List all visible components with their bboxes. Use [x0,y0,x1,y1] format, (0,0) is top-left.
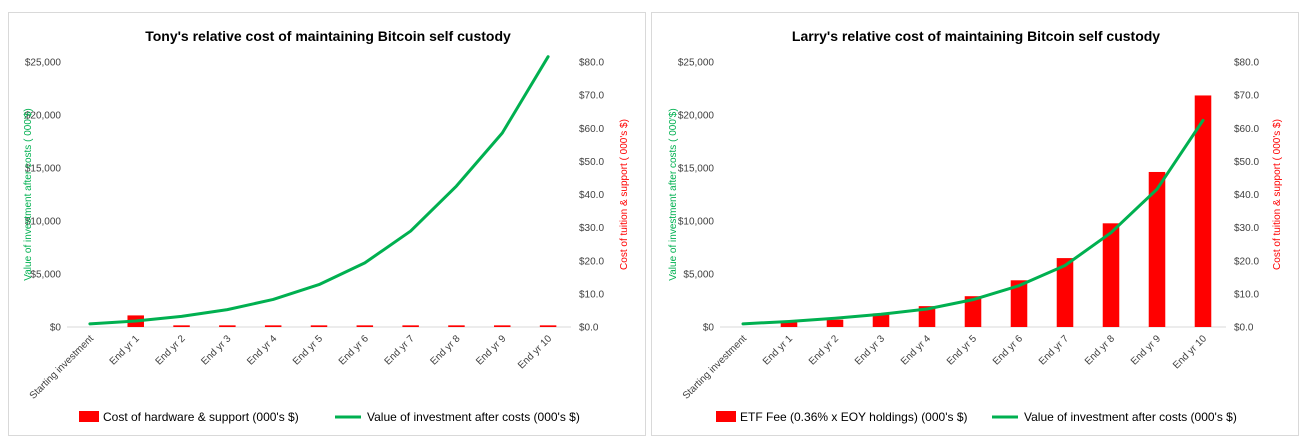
left-axis-tick: $25,000 [25,58,62,69]
left-axis-tick: $15,000 [25,164,62,175]
left-axis-tick: $20,000 [678,111,715,122]
right-axis-tick: $40.0 [1234,190,1259,201]
bar-end-yr-9 [494,325,511,327]
right-axis-tick: $70.0 [1234,91,1259,102]
x-axis-category: Starting investment [28,333,96,401]
x-axis-category: End yr 9 [1129,333,1163,367]
right-axis-tick: $20.0 [579,256,604,267]
chart-panel-larry: Larry's relative cost of maintaining Bit… [651,12,1299,436]
bar-end-yr-5 [964,296,982,327]
x-axis-category: End yr 5 [945,333,979,367]
legend-line-label: Value of investment after costs (000's $… [1024,410,1237,424]
legend-bar-swatch [716,411,736,422]
right-axis-tick: $40.0 [579,190,604,201]
x-axis-category: End yr 7 [1037,333,1071,367]
bar-end-yr-3 [872,313,890,327]
x-axis-category: End yr 8 [428,333,462,367]
chart-title: Larry's relative cost of maintaining Bit… [792,28,1160,44]
chart-larry: Larry's relative cost of maintaining Bit… [668,28,1283,424]
right-axis-tick: $60.0 [1234,124,1259,135]
right-axis-tick: $0.0 [579,323,599,334]
chart-title: Tony's relative cost of maintaining Bitc… [145,28,511,44]
line-series-value [88,55,550,326]
left-axis-tick: $5,000 [30,270,61,281]
left-axis-title: Value of investment after costs ( 000'$) [23,108,34,280]
left-axis-tick: $15,000 [678,164,715,175]
right-axis-tick: $20.0 [1234,256,1259,267]
left-axis-tick: $0 [50,323,62,334]
x-axis-category: End yr 3 [853,333,887,367]
left-axis-tick: $25,000 [678,58,715,69]
left-axis-tick: $20,000 [25,111,62,122]
bar-end-yr-6 [1010,280,1028,327]
bar-end-yr-2 [173,325,190,327]
chart-panel-tony: Tony's relative cost of maintaining Bitc… [8,12,646,436]
bar-end-yr-7 [1056,258,1074,327]
right-axis-tick: $80.0 [579,58,604,69]
chart-tony: Tony's relative cost of maintaining Bitc… [23,28,630,424]
left-axis-tick: $5,000 [683,270,714,281]
x-axis-category: End yr 1 [108,333,142,367]
line-series-value [741,118,1205,326]
x-axis-category: End yr 4 [245,333,279,367]
x-axis-category: End yr 8 [1083,333,1117,367]
bar-end-yr-7 [402,325,419,327]
left-axis-tick: $10,000 [678,217,715,228]
bar-end-yr-8 [448,325,465,327]
right-axis-title: Cost of tuition & support ( 000's $) [1272,119,1283,270]
bar-end-yr-4 [264,325,282,327]
right-axis-tick: $0.0 [1234,323,1254,334]
right-axis-tick: $50.0 [1234,157,1259,168]
right-axis-tick: $10.0 [579,289,604,300]
legend-bar-label: ETF Fee (0.36% x EOY holdings) (000's $) [740,410,968,424]
legend-line-label: Value of investment after costs (000's $… [367,410,580,424]
x-axis-category: End yr 2 [154,333,188,367]
x-axis-category: End yr 2 [807,333,841,367]
bar-end-yr-10 [539,325,557,327]
left-axis-tick: $10,000 [25,217,62,228]
x-axis-category: End yr 5 [291,333,325,367]
x-axis-category: End yr 9 [474,333,508,367]
bar-end-yr-8 [1102,223,1120,327]
right-axis-tick: $10.0 [1234,289,1259,300]
bar-end-yr-10 [1194,95,1212,327]
bar-end-yr-6 [356,325,374,327]
right-axis-tick: $50.0 [579,157,604,168]
right-axis-tick: $60.0 [579,124,604,135]
bar-end-yr-4 [918,306,936,327]
x-axis-category: End yr 3 [199,333,233,367]
x-axis-category: End yr 6 [337,333,371,367]
legend-bar-swatch [79,411,99,422]
x-axis-category: End yr 7 [383,333,417,367]
x-axis-category: End yr 10 [1171,333,1209,371]
bar-end-yr-2 [826,319,844,327]
legend-bar-label: Cost of hardware & support (000's $) [103,410,299,424]
x-axis-category: Starting investment [681,333,749,401]
bar-end-yr-5 [310,325,328,327]
left-axis-tick: $0 [703,323,715,334]
right-axis-title: Cost of tuition & support ( 000's $) [619,119,630,270]
right-axis-tick: $70.0 [579,91,604,102]
right-axis-tick: $80.0 [1234,58,1259,69]
x-axis-category: End yr 10 [516,333,554,371]
bar-end-yr-1 [780,322,798,327]
right-axis-tick: $30.0 [1234,223,1259,234]
x-axis-category: End yr 1 [761,333,795,367]
bar-end-yr-9 [1148,171,1166,327]
right-axis-tick: $30.0 [579,223,604,234]
x-axis-category: End yr 6 [991,333,1025,367]
bar-end-yr-3 [219,325,236,327]
x-axis-category: End yr 4 [899,333,933,367]
left-axis-title: Value of investment after costs ( 000'$) [668,108,679,280]
